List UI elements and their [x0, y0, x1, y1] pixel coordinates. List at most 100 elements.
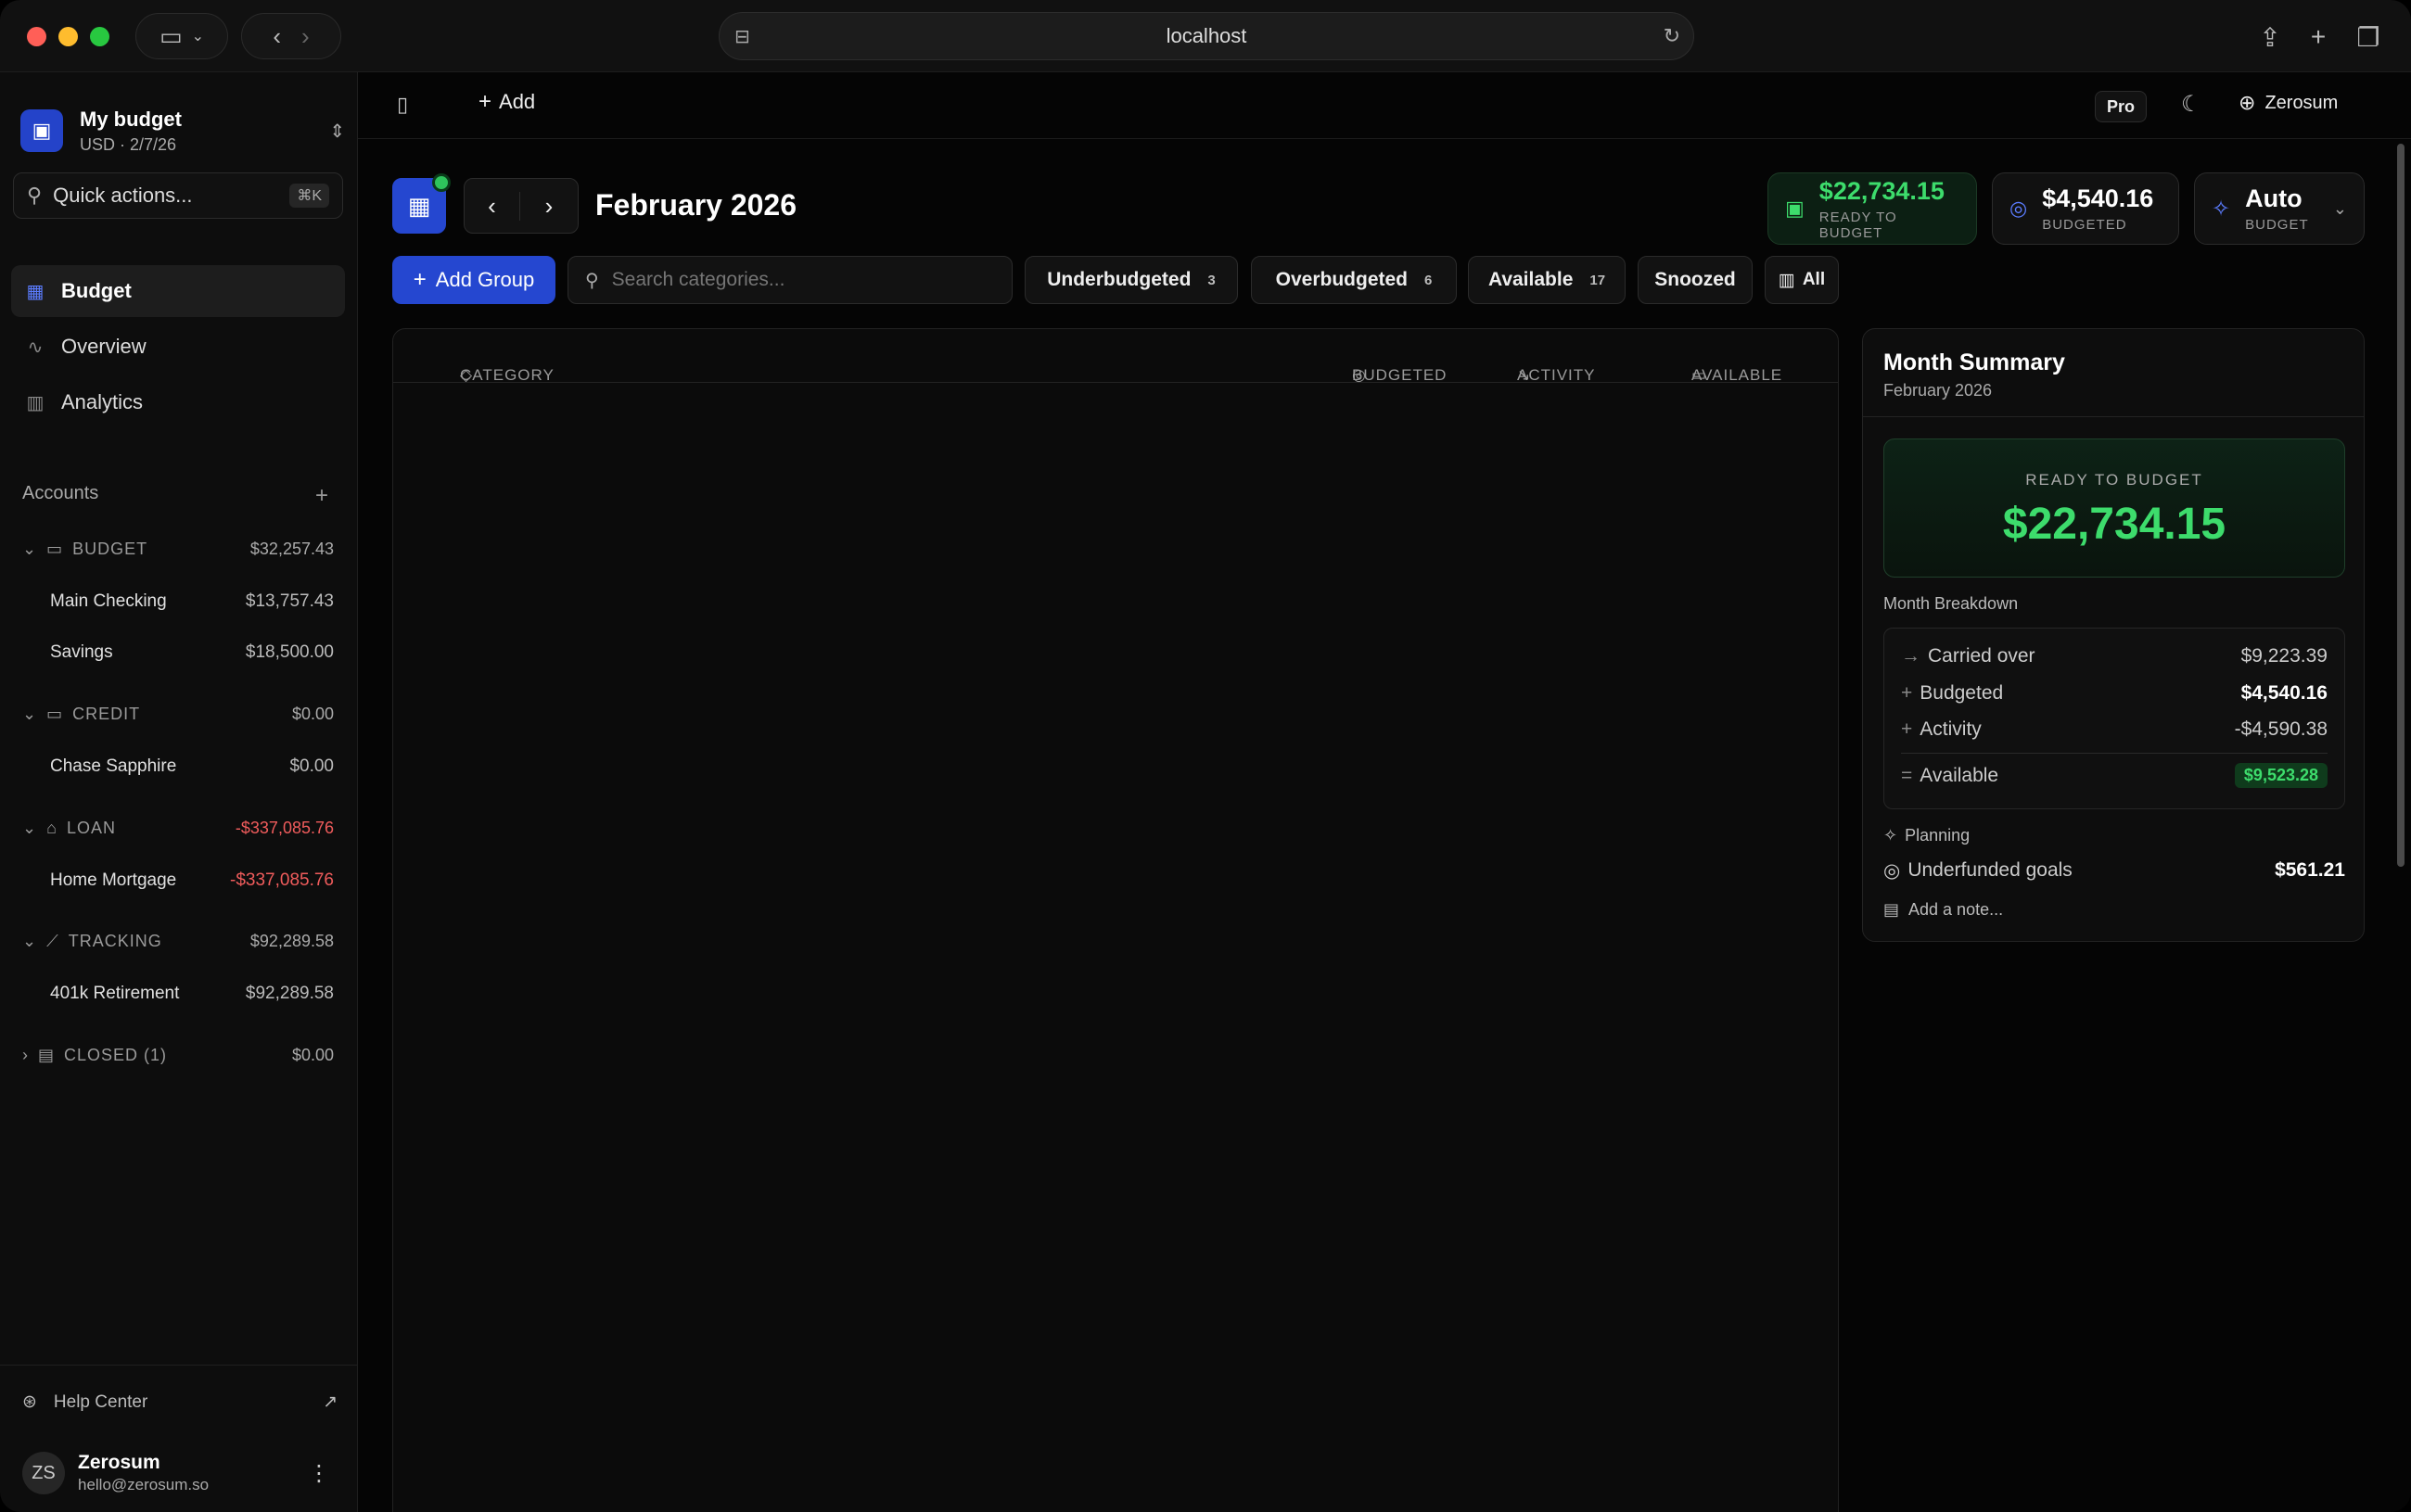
- back-icon[interactable]: ‹: [273, 21, 281, 50]
- coins-icon: ◎: [1352, 366, 1367, 384]
- add-account-icon[interactable]: +: [314, 483, 328, 508]
- budgeted-value: $4,540.16: [2042, 184, 2154, 212]
- prev-month-icon[interactable]: ‹: [465, 191, 520, 221]
- avatar: ZS: [22, 1452, 65, 1494]
- breakdown-title: Month Breakdown: [1883, 594, 2019, 613]
- account-amount: $13,757.43: [245, 591, 334, 611]
- account-item[interactable]: 401k Retirement $92,289.58: [50, 984, 334, 1004]
- budget-selector[interactable]: ▣ My budget USD · 2/7/26 ⇕: [20, 100, 345, 161]
- planning-text: Planning: [1905, 826, 1971, 845]
- user-name: Zerosum: [78, 1452, 160, 1473]
- quick-actions-button[interactable]: ⚲ Quick actions... ⌘K: [13, 172, 343, 219]
- reload-icon[interactable]: ↻: [1663, 24, 1680, 47]
- forward-icon[interactable]: ›: [301, 21, 310, 50]
- account-group-credit[interactable]: ⌄ ▭ CREDIT $0.00: [22, 705, 334, 724]
- search-icon: ⚲: [27, 184, 43, 207]
- filter-label: Overbudgeted: [1275, 269, 1408, 290]
- account-label: Zerosum: [2264, 92, 2339, 113]
- sidebar-icon: ▭: [159, 21, 183, 50]
- help-icon: ⊛: [22, 1392, 37, 1412]
- help-center-link[interactable]: ⊛ Help Center ↗: [22, 1391, 338, 1413]
- ready-value: $22,734.15: [2002, 500, 2226, 549]
- filter-count: 3: [1207, 272, 1216, 288]
- nav-label: Budget: [61, 279, 132, 302]
- address-bar[interactable]: ⊟ localhost ↻: [719, 12, 1694, 60]
- breakdown-box: → Carried over $9,223.39 + Budgeted $4,540.1…: [1883, 628, 2345, 809]
- new-tab-icon[interactable]: +: [2310, 22, 2327, 51]
- account-item[interactable]: Chase Sapphire $0.00: [50, 756, 334, 777]
- add-group-button[interactable]: + Add Group: [392, 256, 555, 304]
- site-settings-icon[interactable]: ⊟: [734, 26, 750, 47]
- account-group-closed[interactable]: › ▤ CLOSED (1) $0.00: [22, 1046, 334, 1065]
- row-value: $9,523.28: [2234, 763, 2328, 788]
- wallet-icon: ▣: [1785, 197, 1805, 220]
- summary-subtitle: February 2026: [1883, 381, 1993, 400]
- chevron-down-icon: ⌄: [22, 540, 38, 558]
- add-note-button[interactable]: ▤ Add a note...: [1883, 900, 2003, 920]
- filter-available[interactable]: Available 17: [1468, 256, 1626, 304]
- auto-budget-button[interactable]: ✧ Auto BUDGET ⌄: [2194, 172, 2365, 245]
- more-vertical-icon[interactable]: ⋮: [308, 1460, 330, 1486]
- sidebar-toggle-button[interactable]: ▭ ⌄: [135, 13, 228, 59]
- filter-overbudgeted[interactable]: Overbudgeted 6: [1251, 256, 1457, 304]
- history-nav: ‹ ›: [241, 13, 341, 59]
- add-button[interactable]: + Add: [478, 89, 535, 115]
- row-label: Underfunded goals: [1907, 859, 2073, 881]
- ready-to-budget-card[interactable]: ▣ $22,734.15 READY TO BUDGET: [1767, 172, 1977, 245]
- share-icon[interactable]: ⇪: [2259, 22, 2281, 52]
- account-group-budget[interactable]: ⌄ ▭ BUDGET $32,257.43: [22, 540, 334, 559]
- account-item[interactable]: Savings $18,500.00: [50, 642, 334, 663]
- status-dot: [432, 173, 451, 192]
- account-amount: $18,500.00: [245, 642, 334, 662]
- auto-label: BUDGET: [2245, 217, 2309, 233]
- filter-all[interactable]: ▥ All: [1765, 256, 1839, 304]
- account-button[interactable]: ⊕ Zerosum: [2239, 91, 2338, 115]
- column-label: AVAILABLE: [1691, 366, 1783, 384]
- moon-icon[interactable]: ☾: [2181, 92, 2201, 117]
- top-bar: ▯ + Add Pro ☾ ⊕ Zerosum: [358, 72, 2411, 139]
- column-label: CATEGORY: [460, 366, 555, 384]
- chevron-down-icon: ⌄: [2332, 198, 2347, 218]
- group-amount: $0.00: [291, 705, 334, 723]
- next-month-icon[interactable]: ›: [544, 191, 554, 220]
- account-name: Main Checking: [50, 591, 167, 611]
- zoom-window-button[interactable]: [90, 27, 109, 46]
- budgeted-card[interactable]: ◎ $4,540.16 BUDGETED: [1992, 172, 2179, 245]
- add-group-label: Add Group: [435, 268, 535, 291]
- sparkle-icon: ✧: [2212, 196, 2231, 222]
- account-group-loan[interactable]: ⌄ ⌂ LOAN -$337,085.76: [22, 819, 334, 838]
- nav-analytics[interactable]: ▥ Analytics: [11, 376, 345, 428]
- row-label: Available: [1920, 764, 1999, 786]
- activity-row: + Activity -$4,590.38: [1901, 718, 2328, 741]
- account-item[interactable]: Home Mortgage -$337,085.76: [50, 870, 334, 891]
- minimize-window-button[interactable]: [58, 27, 78, 46]
- user-menu[interactable]: ZS Zerosum hello@zerosum.so ⋮: [22, 1440, 338, 1506]
- budget-meta: USD · 2/7/26: [80, 134, 177, 154]
- coins-icon: ◎: [2009, 197, 2028, 220]
- filter-underbudgeted[interactable]: Underbudgeted 3: [1025, 256, 1238, 304]
- account-group-tracking[interactable]: ⌄ ⟋ TRACKING $92,289.58: [22, 932, 334, 951]
- search-icon: ⚲: [585, 270, 599, 291]
- close-window-button[interactable]: [27, 27, 46, 46]
- accounts-header: Accounts +: [22, 483, 338, 509]
- browser-chrome: ▭ ⌄ ‹ › ⊟ localhost ↻ ⇪ + ❐: [0, 0, 2411, 72]
- tag-icon: ◇: [460, 366, 474, 384]
- filter-label: Available: [1487, 269, 1574, 290]
- nav-overview[interactable]: ∿ Overview: [11, 321, 345, 373]
- pro-badge[interactable]: Pro: [2095, 91, 2147, 122]
- panel-toggle-icon[interactable]: ▯: [397, 93, 409, 116]
- underfunded-goals-row[interactable]: ◎ Underfunded goals $561.21: [1883, 859, 2345, 883]
- search-input[interactable]: [611, 269, 1001, 291]
- sparkle-icon: ✧: [1883, 826, 1898, 845]
- row-label: Budgeted: [1920, 682, 2004, 704]
- filter-label: Underbudgeted: [1047, 269, 1192, 290]
- nav-budget[interactable]: ▦ Budget: [11, 265, 345, 317]
- account-item[interactable]: Main Checking $13,757.43: [50, 591, 334, 612]
- calendar-button[interactable]: ▦: [392, 173, 451, 234]
- scrollbar[interactable]: [2397, 144, 2405, 867]
- accounts-title: Accounts: [22, 483, 99, 503]
- sidebar-footer: ⊛ Help Center ↗ ZS Zerosum hello@zerosum.s…: [0, 1365, 358, 1494]
- tab-overview-icon[interactable]: ❐: [2356, 22, 2380, 52]
- filter-snoozed[interactable]: Snoozed: [1638, 256, 1753, 304]
- trend-icon: ↘: [1517, 366, 1532, 384]
